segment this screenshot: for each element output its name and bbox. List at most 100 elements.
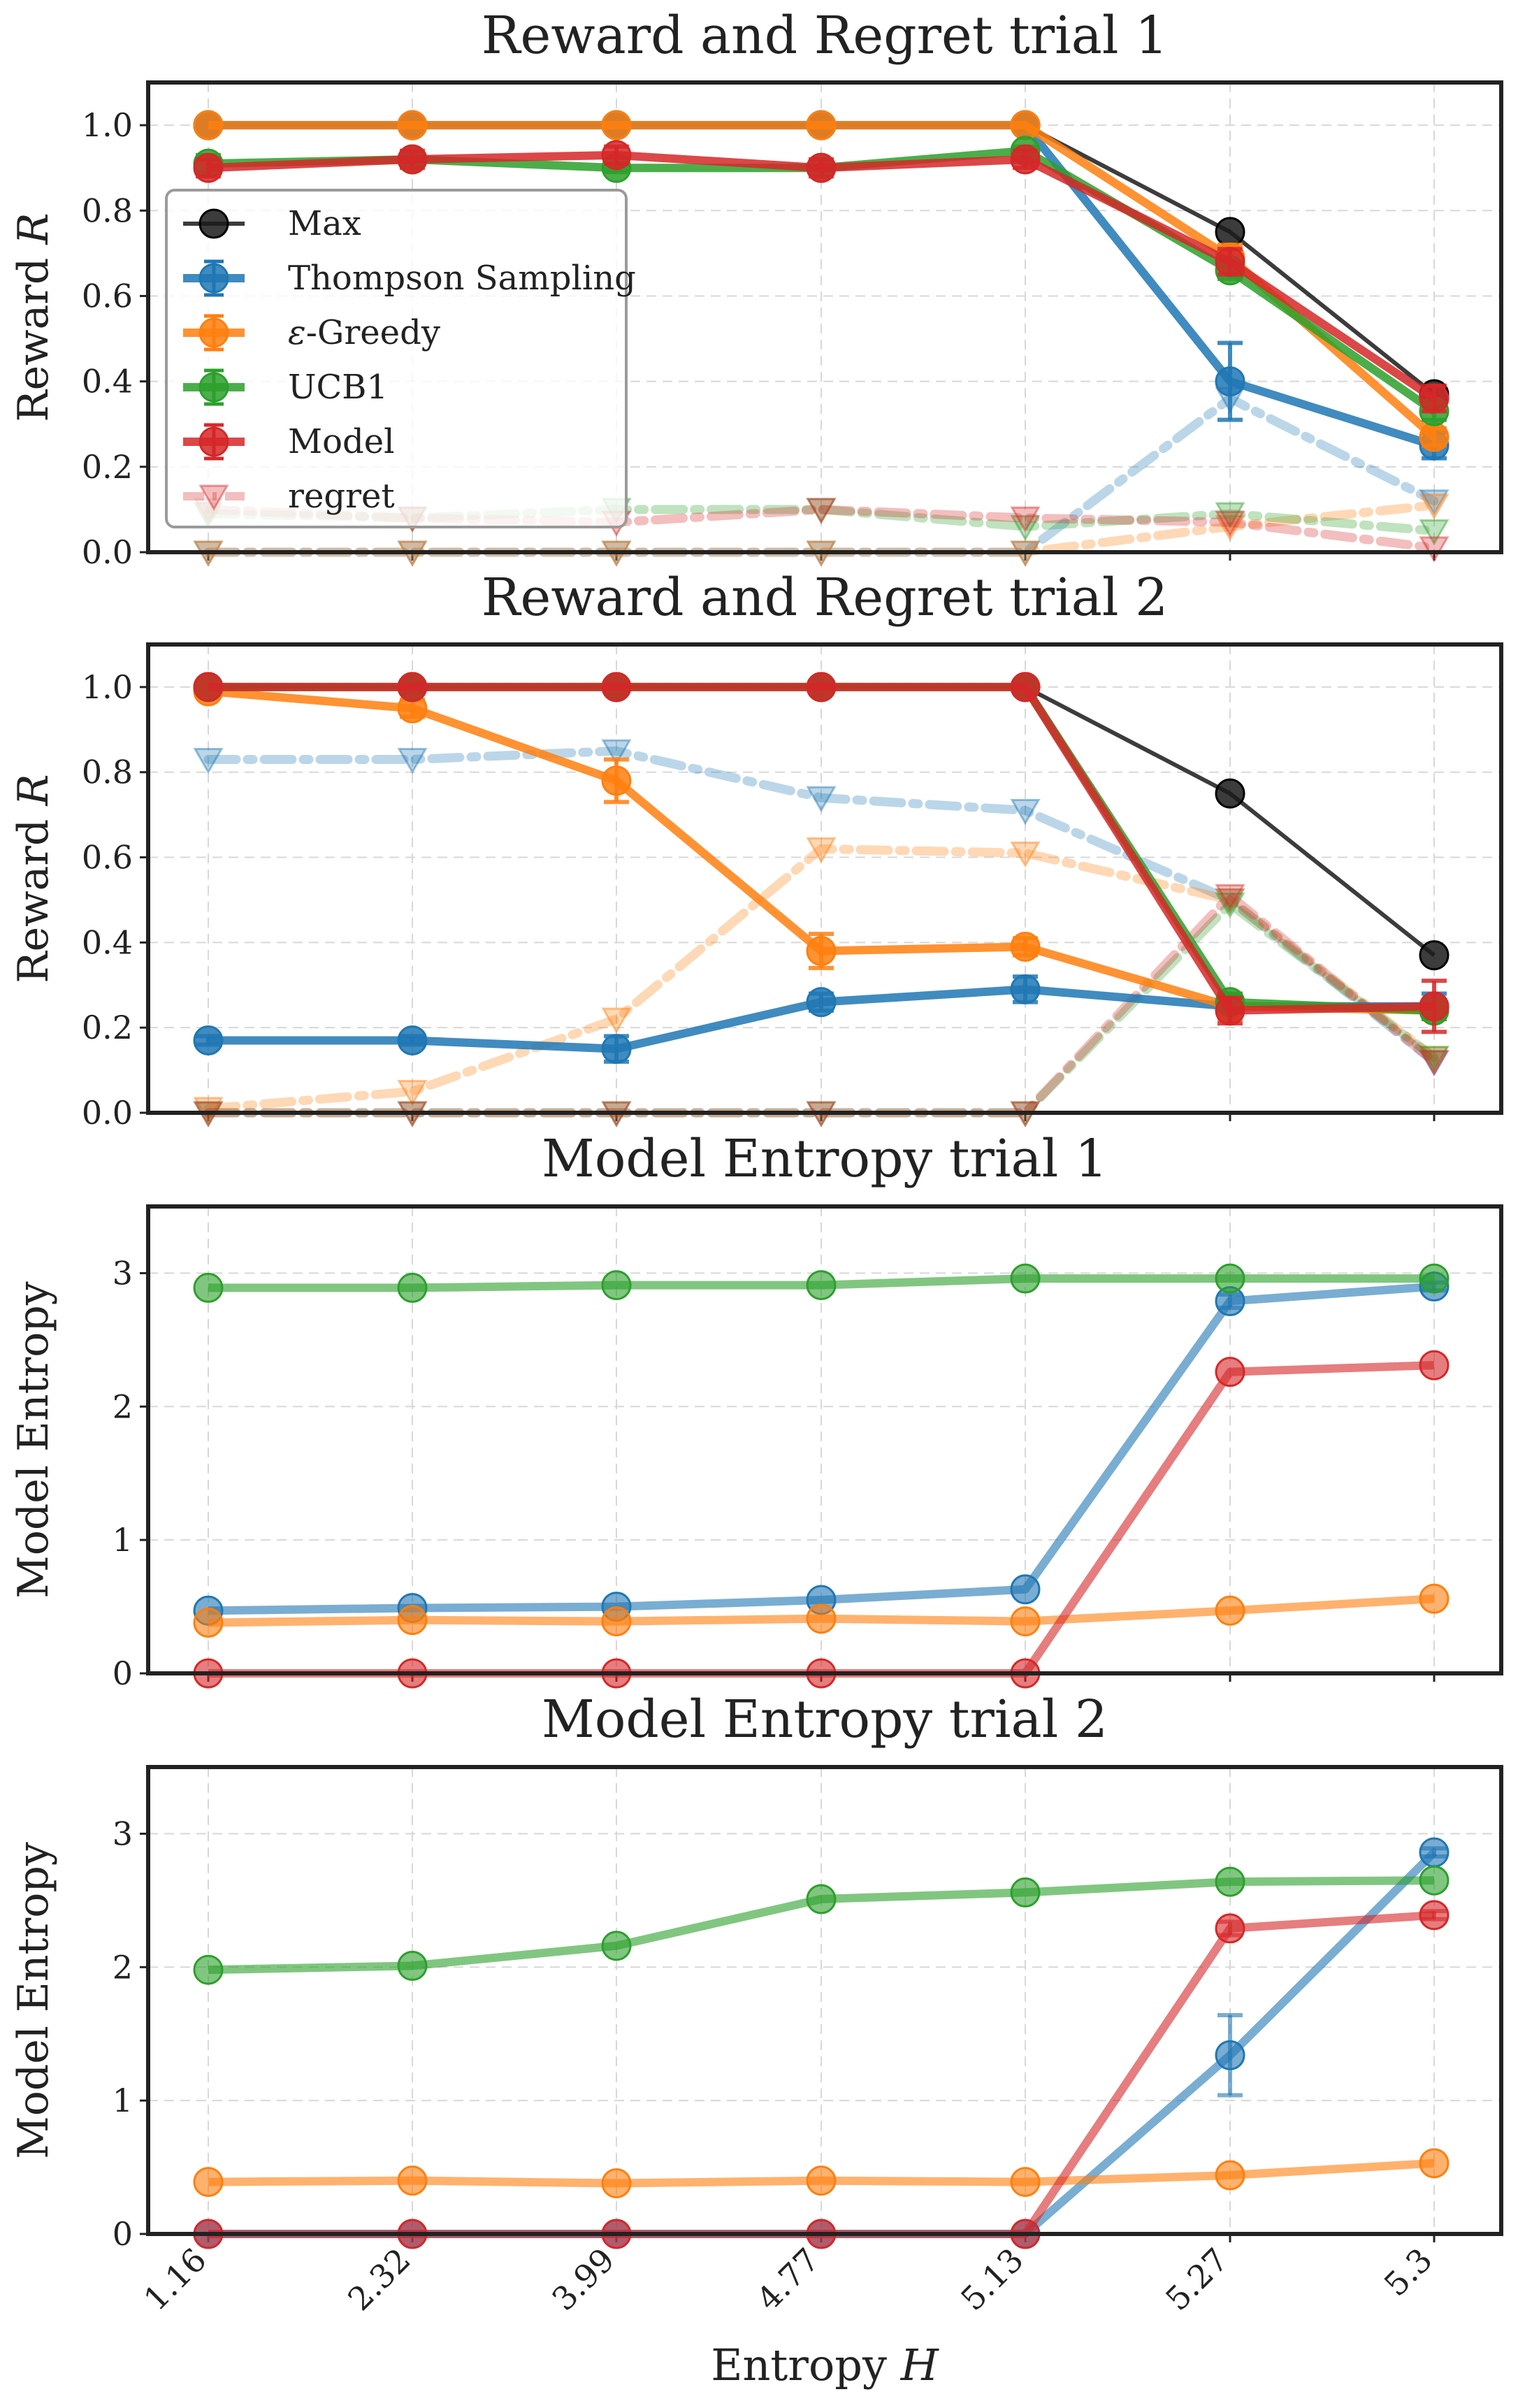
panel-reward-regret-trial-2: Reward and Regret trial 2 0.00.20.40.60.… (9, 568, 1503, 1132)
data-point (806, 2165, 837, 2196)
data-point (1010, 1574, 1041, 1605)
plot-frame (146, 1765, 1503, 2236)
data-point (1419, 421, 1450, 452)
data-point (397, 747, 428, 774)
x-tick-label: 3.99 (544, 2241, 622, 2319)
y-tick-label: 2 (113, 1948, 133, 1986)
plot-frame (146, 1204, 1503, 1675)
data-point (1010, 2167, 1041, 2198)
plot-frame (146, 80, 1503, 554)
data-point (1419, 1837, 1450, 1868)
legend-label: Max (288, 204, 361, 243)
data-point (1419, 1263, 1450, 1294)
data-point (397, 110, 428, 140)
panel-title: Reward and Regret trial 1 (482, 6, 1168, 66)
legend: Max Thompson Sampling ε-Greedy UCB1 Model reg… (165, 189, 636, 528)
series-regret (193, 739, 1450, 1076)
data-point (193, 672, 224, 702)
data-point (1215, 2040, 1245, 2070)
x-tick-label: 4.77 (749, 2241, 827, 2319)
series--greedy (193, 1583, 1450, 1638)
data-point (1215, 247, 1245, 277)
data-point (806, 1603, 837, 1634)
panel-title: Model Entropy trial 2 (542, 1689, 1108, 1750)
legend-marker (198, 317, 229, 348)
y-axis: 0.0 0.2 0.4 0.6 0.8 1.0 Reward R (9, 668, 148, 1132)
data-point (1010, 931, 1041, 962)
y-tick-label: 1.0 (82, 106, 133, 144)
y-axis: 0.0 0.2 0.4 0.6 0.8 1.0 Reward R (9, 106, 148, 571)
data-point (1215, 502, 1245, 529)
data-point (806, 1884, 837, 1915)
data-point (193, 1607, 224, 1638)
legend-label: Thompson Sampling (288, 259, 636, 298)
data-point (1419, 991, 1450, 1022)
data-point (1215, 888, 1245, 915)
data-point (1215, 217, 1245, 247)
y-tick-label: 1 (113, 1521, 133, 1559)
legend-marker (198, 263, 229, 294)
data-point (397, 1080, 428, 1106)
series-line (203, 844, 1439, 1113)
data-point (1010, 799, 1041, 826)
series-regret (193, 837, 1450, 1123)
legend-marker (198, 426, 229, 457)
x-axis-label: Entropy H (711, 2339, 940, 2391)
data-point (1419, 519, 1450, 546)
data-point (806, 1270, 837, 1301)
data-point (806, 498, 837, 524)
y-tick-label: 0.2 (82, 448, 133, 486)
data-point (397, 144, 428, 175)
data-point (1419, 1350, 1450, 1380)
data-point (601, 1606, 632, 1637)
legend-entry: Thompson Sampling (183, 259, 636, 298)
y-tick-label: 0.4 (82, 363, 133, 401)
data-point (1419, 2148, 1450, 2179)
data-point (1010, 1877, 1041, 1908)
data-point (1215, 884, 1245, 911)
data-point (1215, 2160, 1245, 2191)
data-point (1419, 1865, 1450, 1896)
data-point (193, 1025, 224, 1055)
data-point (1215, 995, 1245, 1026)
data-point (601, 2168, 632, 2198)
data-point (1215, 1357, 1245, 1387)
data-point (1419, 1046, 1450, 1072)
y-tick-label: 0.6 (82, 277, 133, 315)
y-tick-label: 0.6 (82, 839, 133, 877)
legend-label: UCB1 (288, 368, 388, 407)
y-tick-label: 0.8 (82, 192, 133, 229)
panel-model-entropy-trial-1: Model Entropy trial 1 0 1 2 3 Model Entropy (9, 1129, 1503, 1692)
y-tick-label: 0.2 (82, 1009, 133, 1046)
data-point (601, 739, 632, 766)
data-point (1419, 1046, 1450, 1072)
data-point (1010, 841, 1041, 868)
data-point (601, 1007, 632, 1034)
legend-label: regret (288, 477, 395, 516)
legend-entry: regret (183, 477, 395, 516)
data-point (601, 765, 632, 796)
series-ucb1 (193, 1865, 1450, 1985)
y-tick-label: 0 (113, 1654, 133, 1692)
data-point (193, 747, 224, 774)
data-point (397, 1950, 428, 1981)
y-axis-label: Reward R (9, 774, 58, 983)
shared-x-axis: Entropy H 1.16 2.32 3.99 4.77 5.13 5.27 5.3 (136, 2241, 1440, 2391)
y-tick-label: 0 (113, 2215, 133, 2253)
data-point (1215, 1913, 1245, 1944)
data-point (193, 110, 224, 140)
data-point (601, 1931, 632, 1961)
data-point (1215, 514, 1245, 542)
panel-title: Model Entropy trial 1 (542, 1129, 1108, 1189)
data-point (193, 1272, 224, 1303)
y-tick-label: 1.0 (82, 668, 133, 706)
data-point (1010, 144, 1041, 175)
legend-entry: ε-Greedy (183, 313, 440, 352)
data-point (601, 672, 632, 702)
data-point (806, 498, 837, 524)
data-point (1419, 1900, 1450, 1931)
legend-marker (198, 484, 229, 512)
y-tick-label: 3 (113, 1815, 133, 1852)
x-tick-label: 5.27 (1158, 2241, 1236, 2319)
legend-marker (198, 208, 229, 239)
